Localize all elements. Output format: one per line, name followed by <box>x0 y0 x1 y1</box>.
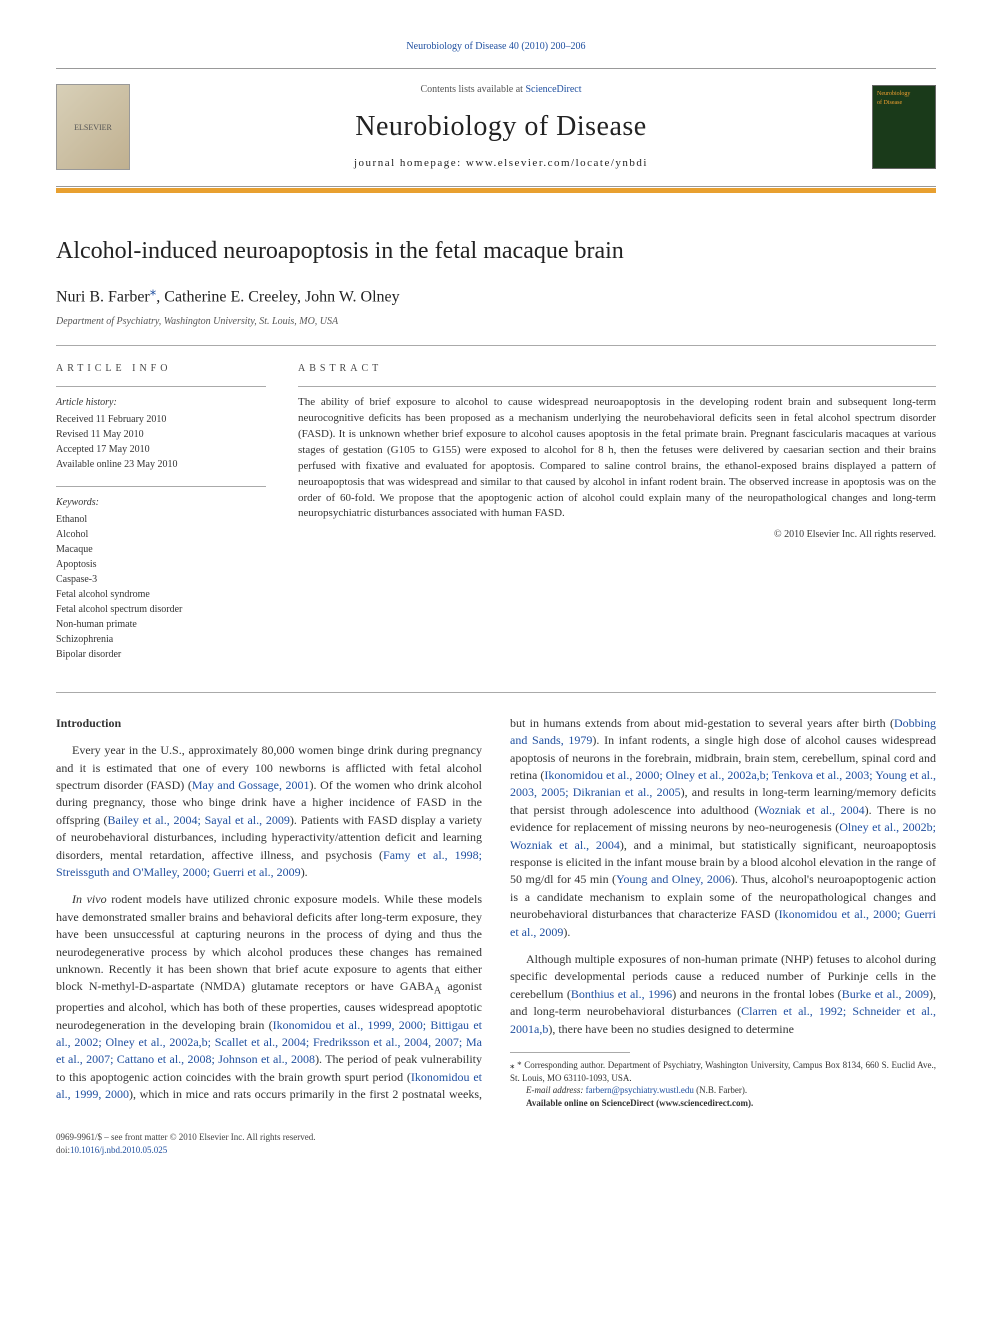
keyword: Bipolar disorder <box>56 647 266 662</box>
body-text: Introduction Every year in the U.S., app… <box>56 715 936 1109</box>
history-online: Available online 23 May 2010 <box>56 457 266 472</box>
citation-link[interactable]: May and Gossage, 2001 <box>192 778 310 792</box>
email-link[interactable]: farbern@psychiatry.wustl.edu <box>586 1085 694 1095</box>
affiliation: Department of Psychiatry, Washington Uni… <box>56 315 936 329</box>
citation-link[interactable]: Bailey et al., 2004; Sayal et al., 2009 <box>108 813 290 827</box>
body-paragraph: Although multiple exposures of non-human… <box>510 951 936 1038</box>
citation-link[interactable]: Wozniak et al., 2004 <box>758 803 864 817</box>
top-citation-link[interactable]: Neurobiology of Disease 40 (2010) 200–20… <box>406 41 585 52</box>
journal-cover-thumbnail: Neurobiology of Disease <box>872 85 936 169</box>
keyword: Ethanol <box>56 512 266 527</box>
citation-link[interactable]: Burke et al., 2009 <box>842 987 929 1001</box>
divider <box>56 345 936 346</box>
contents-line: Contents lists available at ScienceDirec… <box>146 83 856 97</box>
keyword: Fetal alcohol syndrome <box>56 587 266 602</box>
keyword: Macaque <box>56 542 266 557</box>
footer: 0969-9961/$ – see front matter © 2010 El… <box>56 1131 936 1156</box>
top-citation: Neurobiology of Disease 40 (2010) 200–20… <box>56 40 936 54</box>
keyword: Alcohol <box>56 527 266 542</box>
keywords-label: Keywords: <box>56 495 266 510</box>
history-received: Received 11 February 2010 <box>56 412 266 427</box>
journal-header: ELSEVIER Contents lists available at Sci… <box>56 68 936 187</box>
front-matter-line: 0969-9961/$ – see front matter © 2010 El… <box>56 1131 936 1144</box>
corresponding-star-icon: ⁎ <box>510 1060 515 1070</box>
citation-link[interactable]: Bonthius et al., 1996 <box>571 987 672 1001</box>
orange-divider <box>56 188 936 193</box>
article-info-label: article info <box>56 362 266 376</box>
author-list: Nuri B. Farber⁎, Catherine E. Creeley, J… <box>56 282 936 309</box>
abstract-text: The ability of brief exposure to alcohol… <box>298 395 936 523</box>
elsevier-logo: ELSEVIER <box>56 84 130 170</box>
abstract-column: abstract The ability of brief exposure t… <box>298 362 936 676</box>
article-info-column: article info Article history: Received 1… <box>56 362 266 676</box>
abstract-copyright: © 2010 Elsevier Inc. All rights reserved… <box>298 528 936 542</box>
body-paragraph: Every year in the U.S., approximately 80… <box>56 742 482 881</box>
intro-heading: Introduction <box>56 715 482 732</box>
abstract-label: abstract <box>298 362 936 376</box>
journal-homepage: journal homepage: www.elsevier.com/locat… <box>146 156 856 171</box>
keyword: Apoptosis <box>56 557 266 572</box>
sciencedirect-link[interactable]: ScienceDirect <box>525 84 581 95</box>
citation-link[interactable]: Young and Olney, 2006 <box>616 872 731 886</box>
doi-link[interactable]: 10.1016/j.nbd.2010.05.025 <box>70 1145 167 1155</box>
keyword: Schizophrenia <box>56 632 266 647</box>
keyword: Caspase-3 <box>56 572 266 587</box>
keyword: Non-human primate <box>56 617 266 632</box>
article-title: Alcohol-induced neuroapoptosis in the fe… <box>56 235 936 269</box>
history-label: Article history: <box>56 395 266 410</box>
journal-name: Neurobiology of Disease <box>146 107 856 146</box>
footnote-block: ⁎ * Corresponding author. Department of … <box>510 1052 936 1109</box>
keyword: Fetal alcohol spectrum disorder <box>56 602 266 617</box>
history-revised: Revised 11 May 2010 <box>56 427 266 442</box>
history-accepted: Accepted 17 May 2010 <box>56 442 266 457</box>
